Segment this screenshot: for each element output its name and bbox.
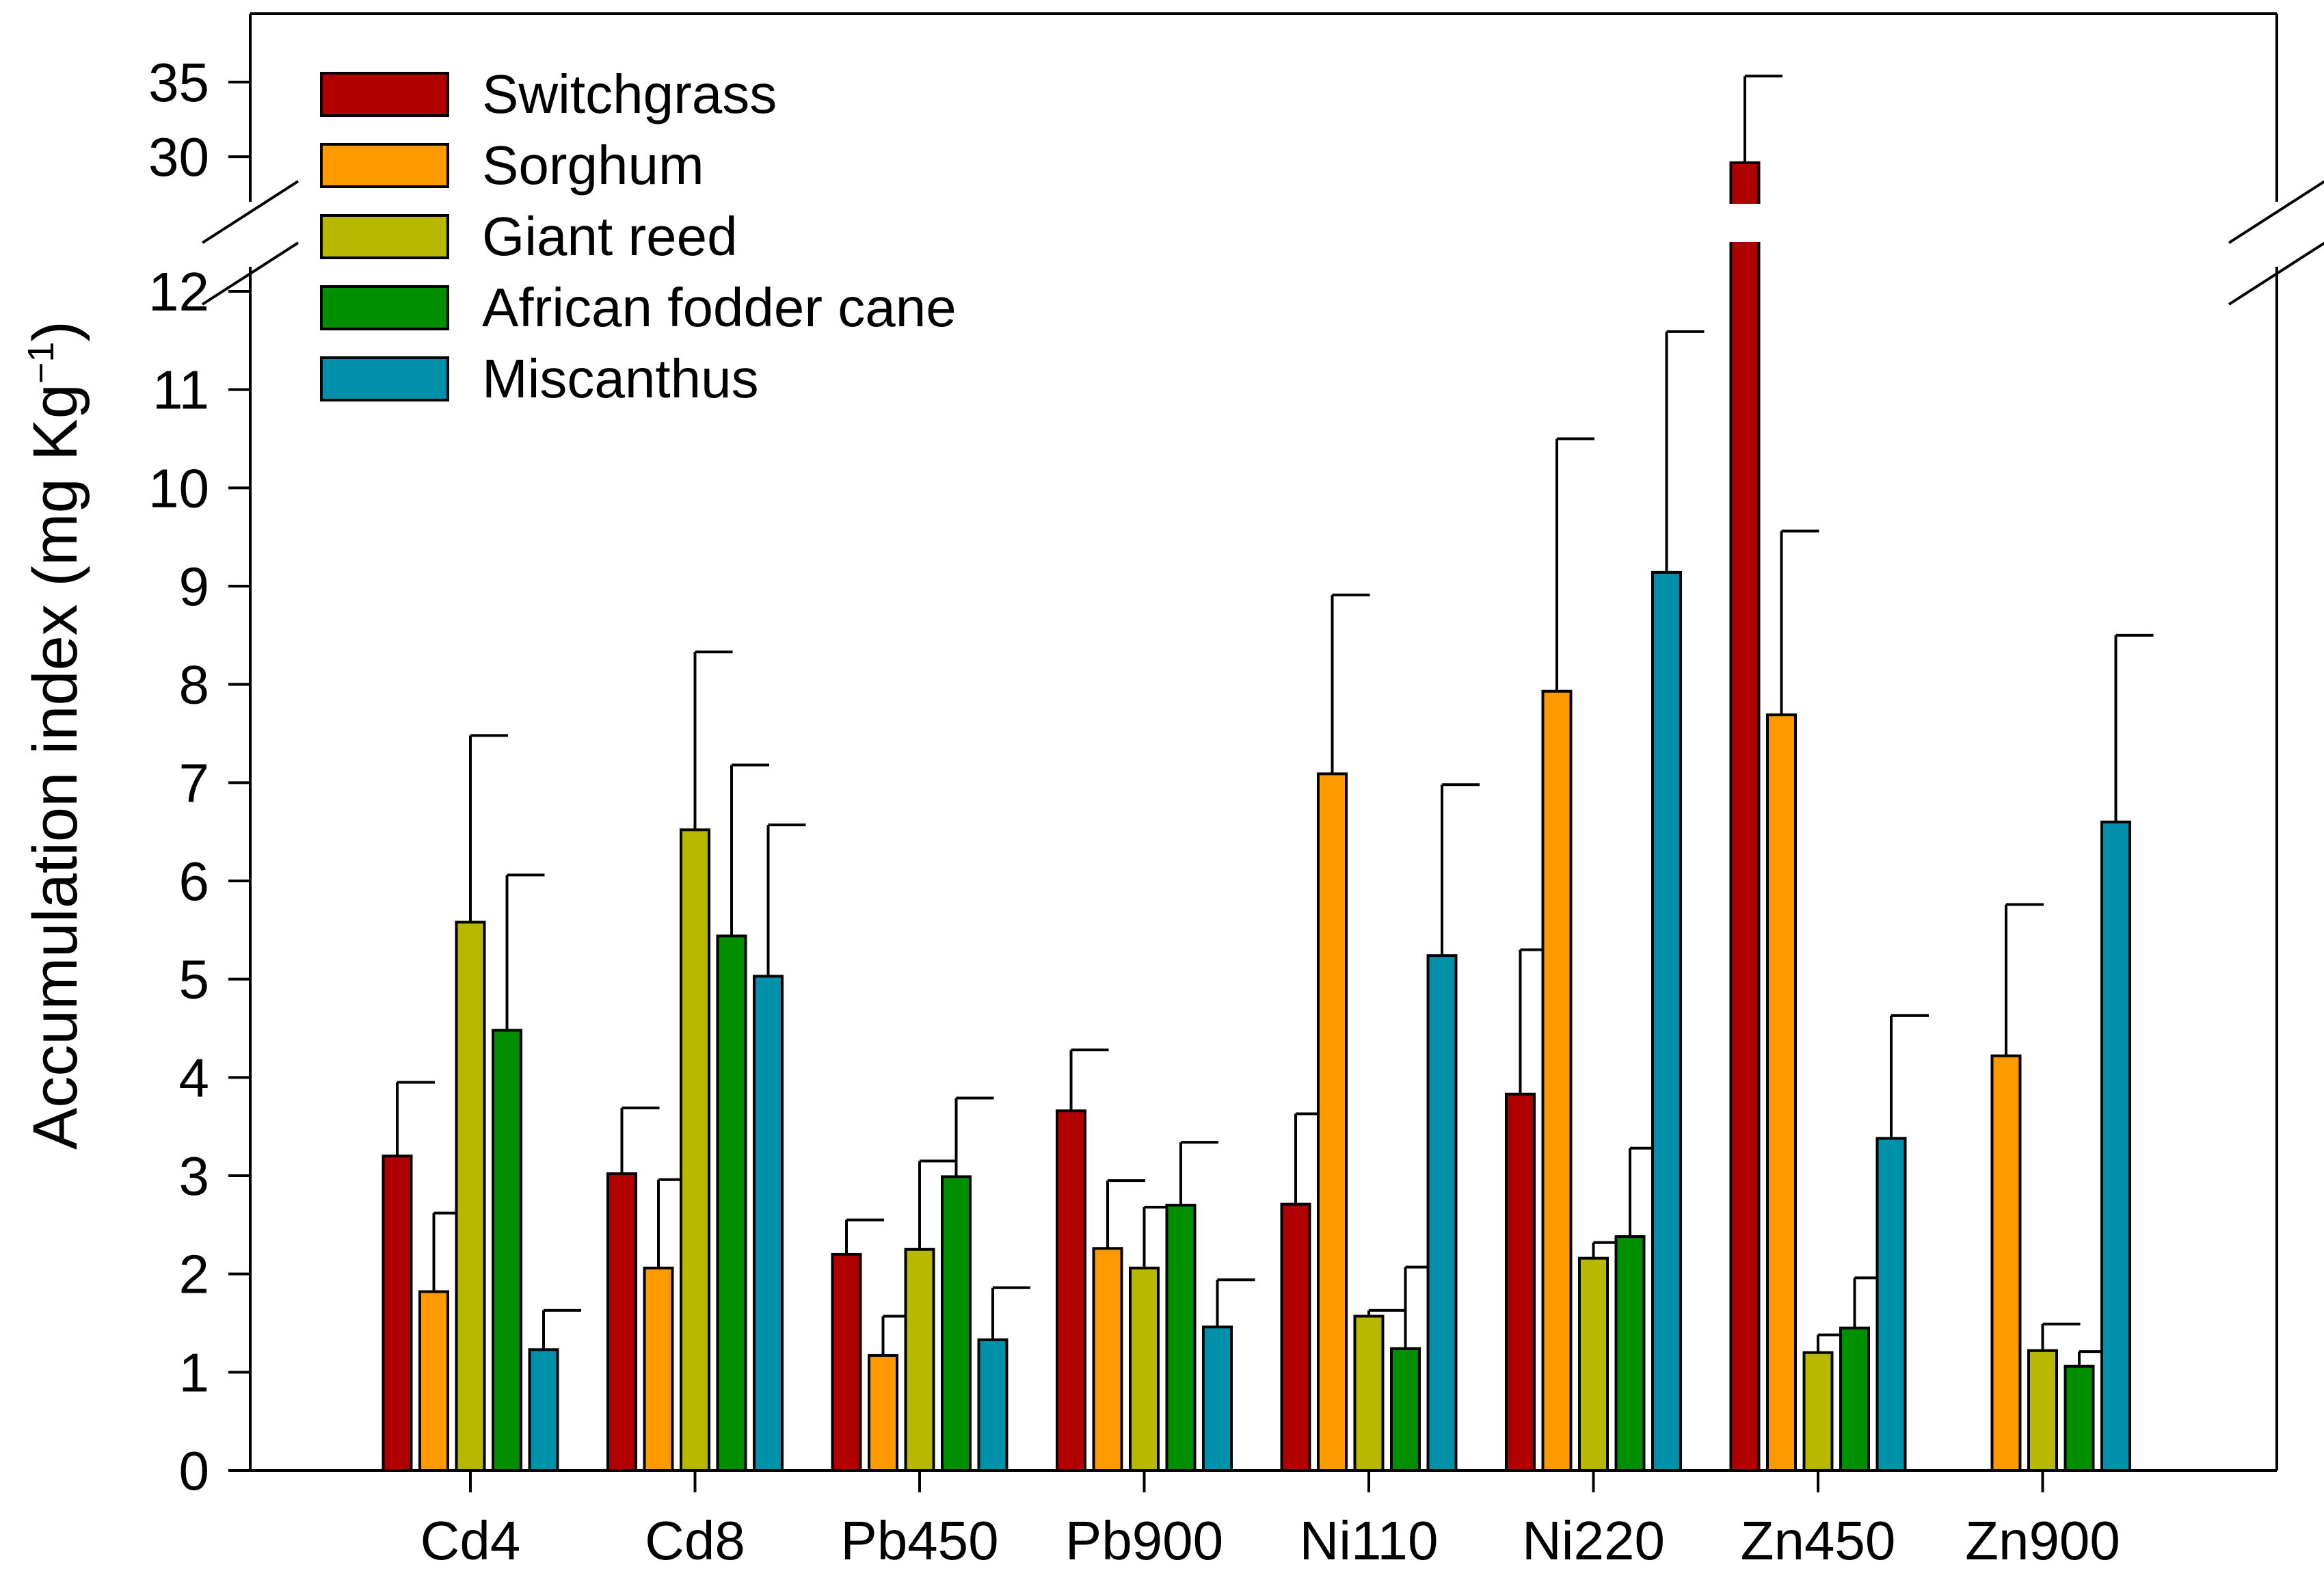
bar-african-fodder-cane-ni220 bbox=[1614, 1235, 1646, 1473]
legend-label-african-fodder-cane: African fodder cane bbox=[482, 277, 957, 338]
y-tick-label: 8 bbox=[179, 655, 210, 715]
bar-switchgrass-cd4 bbox=[382, 1154, 413, 1473]
bar-miscanthus-zn900 bbox=[2100, 820, 2131, 1473]
y-axis-label: Accumulation index (mg Kg−1) bbox=[21, 321, 90, 1150]
bar-switchgrass-cd8 bbox=[606, 1172, 637, 1473]
y-tick-label: 12 bbox=[148, 261, 209, 322]
x-tick-label: Ni220 bbox=[1522, 1510, 1665, 1571]
bar-giant-reed-cd4 bbox=[455, 921, 486, 1472]
bar-miscanthus-zn450 bbox=[1875, 1137, 1907, 1472]
left-axis-break-mark bbox=[201, 180, 299, 244]
y-tick-label: 0 bbox=[179, 1440, 210, 1501]
bar-switchgrass-zn450 bbox=[1729, 161, 1761, 1472]
bar-giant-reed-pb450 bbox=[904, 1248, 935, 1472]
x-tick-label: Pb900 bbox=[1065, 1510, 1223, 1571]
bar-sorghum-ni110 bbox=[1317, 772, 1348, 1472]
bar-sorghum-pb450 bbox=[868, 1354, 898, 1473]
bar-giant-reed-zn900 bbox=[2027, 1349, 2058, 1473]
legend: Switchgrass Sorghum Giant reed African fodd… bbox=[320, 64, 957, 409]
legend-swatch-giant-reed bbox=[320, 214, 449, 259]
y-tick-label: 30 bbox=[148, 127, 209, 187]
y-tick-label: 4 bbox=[179, 1047, 210, 1108]
bar-miscanthus-cd8 bbox=[753, 975, 784, 1472]
y-tick-label: 7 bbox=[179, 752, 210, 813]
bar-miscanthus-ni220 bbox=[1651, 570, 1682, 1472]
bars-layer bbox=[382, 75, 2154, 1473]
y-tick-label: 3 bbox=[179, 1146, 210, 1206]
y-axis-label-text: Accumulation index (mg Kg bbox=[21, 384, 90, 1150]
right-axis-break-mark bbox=[2228, 241, 2324, 306]
bar-african-fodder-cane-pb450 bbox=[941, 1175, 972, 1472]
bar-sorghum-pb900 bbox=[1092, 1247, 1123, 1473]
x-tick-label: Zn450 bbox=[1741, 1510, 1896, 1571]
left-axis-break-mark bbox=[201, 241, 299, 306]
bar-sorghum-cd8 bbox=[643, 1267, 674, 1472]
bar-miscanthus-pb450 bbox=[977, 1338, 1009, 1472]
x-tick-label: Cd8 bbox=[645, 1510, 745, 1571]
bar-african-fodder-cane-cd8 bbox=[716, 934, 747, 1473]
y-tick-label: 9 bbox=[179, 556, 210, 617]
right-axis-break-mark bbox=[2228, 180, 2324, 244]
bar-sorghum-cd4 bbox=[418, 1290, 449, 1472]
legend-label-giant-reed: Giant reed bbox=[482, 206, 738, 267]
y-tick-label: 35 bbox=[148, 52, 209, 113]
legend-label-sorghum: Sorghum bbox=[482, 135, 704, 196]
bar-switchgrass-pb900 bbox=[1056, 1109, 1086, 1473]
bar-african-fodder-cane-ni110 bbox=[1390, 1347, 1421, 1473]
legend-label-miscanthus: Miscanthus bbox=[482, 348, 759, 409]
x-tick-label: Ni110 bbox=[1299, 1510, 1438, 1571]
bar-african-fodder-cane-zn450 bbox=[1839, 1326, 1870, 1473]
bar-switchgrass-ni110 bbox=[1280, 1202, 1311, 1472]
x-tick-label: Cd4 bbox=[420, 1510, 521, 1571]
x-tick-label: Pb450 bbox=[840, 1510, 998, 1571]
legend-swatch-sorghum bbox=[320, 143, 449, 188]
y-axis-label-superscript: −1 bbox=[21, 342, 62, 384]
bar-miscanthus-pb900 bbox=[1202, 1325, 1233, 1473]
x-tick-label: Zn900 bbox=[1965, 1510, 2120, 1571]
bar-switchgrass-pb450 bbox=[831, 1252, 862, 1473]
y-tick-label: 11 bbox=[152, 360, 209, 421]
y-tick-label: 5 bbox=[179, 949, 210, 1010]
bar-african-fodder-cane-zn900 bbox=[2063, 1364, 2095, 1473]
y-tick-label: 10 bbox=[148, 458, 209, 518]
bar-african-fodder-cane-cd4 bbox=[492, 1029, 522, 1472]
y-tick-label: 2 bbox=[179, 1244, 210, 1305]
bar-sorghum-ni220 bbox=[1541, 689, 1573, 1472]
bar-giant-reed-zn450 bbox=[1802, 1351, 1834, 1472]
bar-sorghum-zn450 bbox=[1766, 713, 1797, 1472]
legend-label-switchgrass: Switchgrass bbox=[482, 64, 777, 124]
bar-giant-reed-cd8 bbox=[680, 828, 710, 1472]
bar-miscanthus-ni110 bbox=[1426, 954, 1458, 1472]
bar-miscanthus-cd4 bbox=[528, 1348, 559, 1473]
legend-swatch-miscanthus bbox=[320, 356, 449, 401]
bar-sorghum-zn900 bbox=[1990, 1054, 2022, 1472]
bar-switchgrass-ni220 bbox=[1505, 1092, 1536, 1473]
bar-giant-reed-ni220 bbox=[1578, 1256, 1609, 1473]
bar-giant-reed-pb900 bbox=[1129, 1267, 1160, 1472]
y-tick-label: 6 bbox=[179, 851, 210, 912]
legend-swatch-switchgrass bbox=[320, 72, 449, 117]
bar-giant-reed-ni110 bbox=[1353, 1315, 1385, 1473]
legend-swatch-african-fodder-cane bbox=[320, 285, 449, 330]
bar-break-gap bbox=[1728, 204, 1762, 242]
bar-african-fodder-cane-pb900 bbox=[1165, 1204, 1197, 1472]
y-axis-label-closing: ) bbox=[21, 321, 90, 342]
y-tick-label: 1 bbox=[179, 1342, 210, 1403]
